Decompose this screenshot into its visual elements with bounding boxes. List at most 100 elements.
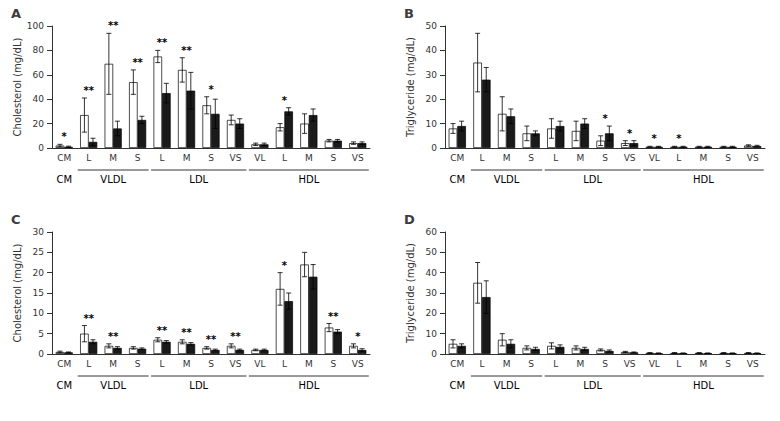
svg-text:S: S: [725, 153, 731, 163]
svg-text:*: *: [282, 260, 288, 271]
svg-text:M: M: [183, 359, 191, 369]
svg-text:L: L: [553, 359, 558, 369]
svg-text:*: *: [602, 113, 608, 124]
svg-text:50: 50: [426, 247, 438, 257]
svg-text:VS: VS: [624, 359, 636, 369]
svg-text:40: 40: [426, 268, 438, 278]
svg-text:0: 0: [431, 143, 437, 153]
svg-text:VL: VL: [254, 359, 265, 369]
svg-text:M: M: [577, 359, 585, 369]
svg-text:M: M: [577, 153, 585, 163]
svg-text:VLDL: VLDL: [494, 380, 520, 391]
svg-text:L: L: [86, 153, 91, 163]
svg-text:VS: VS: [230, 359, 242, 369]
svg-text:15: 15: [33, 288, 44, 298]
svg-text:CM: CM: [57, 359, 71, 369]
svg-text:S: S: [602, 153, 608, 163]
svg-text:Triglyceride (mg/dL): Triglyceride (mg/dL): [405, 243, 416, 344]
svg-text:20: 20: [33, 119, 45, 129]
svg-text:40: 40: [426, 45, 438, 55]
svg-text:M: M: [109, 359, 117, 369]
svg-text:**: **: [328, 311, 339, 322]
svg-text:Cholesterol (mg/dL): Cholesterol (mg/dL): [12, 38, 23, 137]
svg-text:VL: VL: [649, 153, 660, 163]
svg-text:CM: CM: [449, 174, 465, 185]
svg-text:VLDL: VLDL: [100, 380, 126, 391]
svg-text:*: *: [355, 331, 361, 342]
svg-text:*: *: [282, 95, 288, 106]
svg-text:VL: VL: [254, 153, 265, 163]
svg-text:L: L: [676, 359, 681, 369]
svg-text:HDL: HDL: [298, 380, 319, 391]
svg-text:VLDL: VLDL: [100, 174, 126, 185]
svg-text:**: **: [206, 334, 217, 345]
svg-text:L: L: [553, 153, 558, 163]
svg-text:VS: VS: [352, 359, 364, 369]
svg-text:M: M: [305, 359, 313, 369]
svg-text:*: *: [652, 133, 658, 144]
svg-text:VS: VS: [352, 153, 364, 163]
svg-text:0: 0: [38, 143, 44, 153]
svg-text:20: 20: [426, 94, 438, 104]
svg-text:S: S: [330, 153, 336, 163]
svg-text:VS: VS: [747, 359, 759, 369]
svg-text:**: **: [108, 331, 119, 342]
svg-text:25: 25: [33, 247, 44, 257]
svg-text:0: 0: [431, 349, 437, 359]
svg-text:CM: CM: [449, 380, 465, 391]
svg-text:20: 20: [426, 308, 438, 318]
svg-text:**: **: [132, 57, 143, 68]
svg-text:30: 30: [33, 227, 45, 237]
svg-text:S: S: [725, 359, 731, 369]
svg-text:LDL: LDL: [583, 380, 602, 391]
svg-text:0: 0: [38, 349, 44, 359]
svg-text:**: **: [83, 85, 94, 96]
svg-text:CM: CM: [450, 153, 464, 163]
svg-text:**: **: [157, 37, 168, 48]
svg-text:HDL: HDL: [693, 174, 714, 185]
svg-text:S: S: [602, 359, 608, 369]
svg-text:80: 80: [33, 45, 45, 55]
svg-text:5: 5: [38, 329, 44, 339]
svg-text:50: 50: [426, 21, 438, 31]
svg-text:L: L: [479, 153, 484, 163]
svg-text:VS: VS: [747, 153, 759, 163]
svg-text:D: D: [404, 212, 415, 227]
svg-text:*: *: [627, 128, 633, 139]
svg-text:M: M: [183, 153, 191, 163]
svg-text:Cholesterol (mg/dL): Cholesterol (mg/dL): [12, 244, 23, 343]
svg-text:S: S: [135, 153, 141, 163]
svg-text:M: M: [503, 153, 511, 163]
svg-text:60: 60: [33, 70, 45, 80]
svg-text:CM: CM: [57, 153, 71, 163]
svg-text:L: L: [676, 153, 681, 163]
svg-text:CM: CM: [56, 174, 72, 185]
svg-text:**: **: [157, 325, 168, 336]
svg-text:S: S: [208, 153, 214, 163]
svg-text:M: M: [700, 153, 708, 163]
svg-text:L: L: [86, 359, 91, 369]
svg-text:LDL: LDL: [583, 174, 602, 185]
svg-text:M: M: [700, 359, 708, 369]
svg-text:10: 10: [426, 329, 438, 339]
svg-text:M: M: [109, 153, 117, 163]
svg-text:C: C: [11, 212, 21, 227]
svg-text:CM: CM: [450, 359, 464, 369]
svg-text:**: **: [230, 331, 241, 342]
svg-text:*: *: [62, 131, 68, 142]
svg-text:**: **: [181, 45, 192, 56]
svg-text:**: **: [83, 313, 94, 324]
svg-text:VLDL: VLDL: [494, 174, 520, 185]
svg-text:A: A: [11, 6, 21, 21]
svg-text:40: 40: [33, 94, 45, 104]
svg-text:20: 20: [33, 268, 45, 278]
svg-text:L: L: [282, 153, 287, 163]
svg-text:Triglyceride (mg/dL): Triglyceride (mg/dL): [405, 37, 416, 138]
svg-text:S: S: [528, 359, 534, 369]
svg-text:**: **: [181, 327, 192, 338]
svg-text:LDL: LDL: [189, 380, 208, 391]
svg-text:VS: VS: [624, 153, 636, 163]
svg-text:B: B: [404, 6, 414, 21]
svg-text:CM: CM: [56, 380, 72, 391]
svg-text:S: S: [528, 153, 534, 163]
